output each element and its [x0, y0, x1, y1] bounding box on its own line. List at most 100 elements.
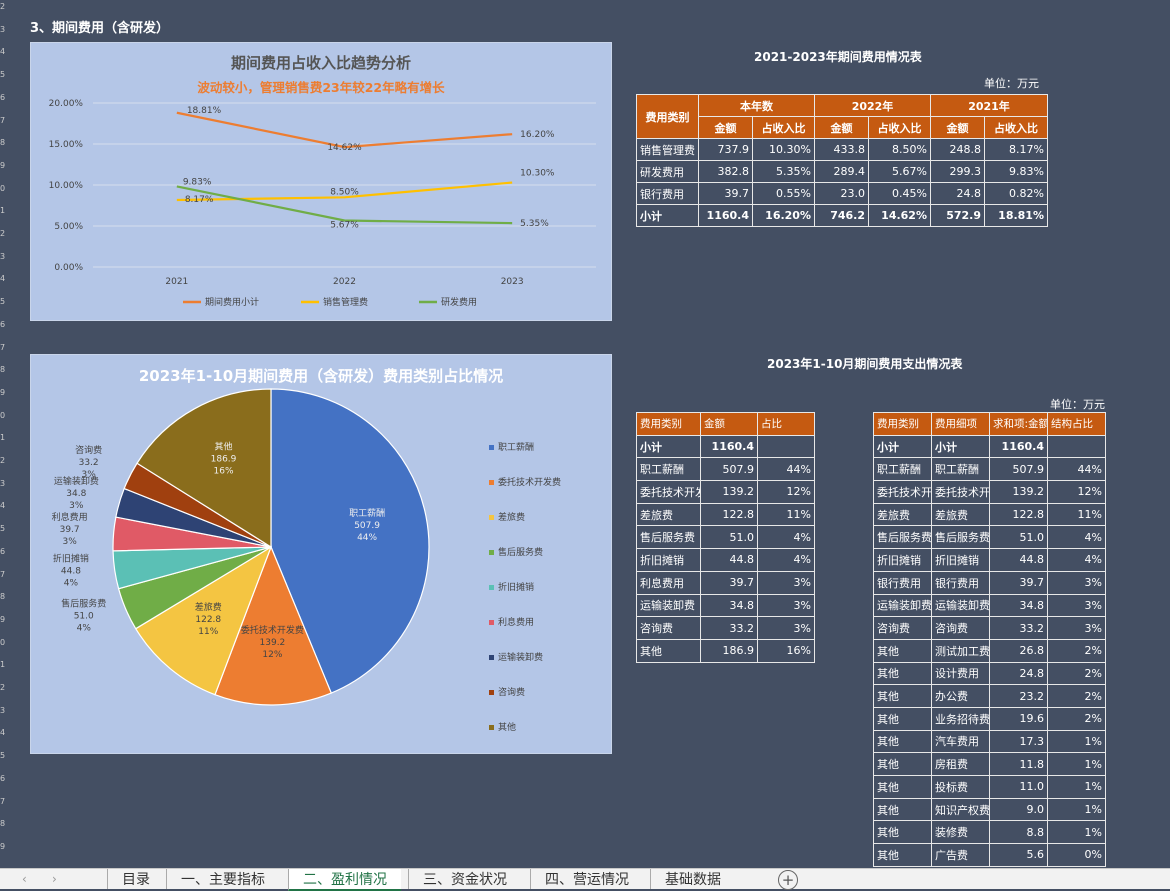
t3-body-cell[interactable]: 44.8 [989, 548, 1048, 572]
t2-body-cell[interactable]: 39.7 [700, 570, 758, 595]
t3-body-cell[interactable]: 3% [1047, 570, 1106, 595]
pie-slice[interactable] [214, 545, 333, 706]
t3-body-cell[interactable]: 办公费 [931, 684, 990, 708]
row-number[interactable]: 6 [0, 92, 6, 102]
t2-body-cell[interactable]: 3% [757, 616, 815, 640]
row-number[interactable]: 2 [0, 2, 6, 11]
t2-body-cell[interactable]: 咨询费 [636, 616, 701, 640]
t2-body-cell[interactable]: 16% [757, 638, 815, 663]
t3-body-cell[interactable]: 11% [1047, 502, 1106, 527]
pie-slice[interactable] [136, 388, 272, 549]
t1-value-cell[interactable]: 8.50% [868, 138, 931, 161]
row-number[interactable]: 5 [0, 70, 6, 80]
t1-value-cell[interactable]: 10.30% [752, 138, 815, 161]
t3-body-cell[interactable]: 26.8 [989, 638, 1048, 663]
t2-body-cell[interactable]: 4% [757, 548, 815, 572]
t2-header[interactable]: 金额 [700, 412, 758, 436]
series-line[interactable] [176, 185, 513, 225]
t3-body-cell[interactable]: 售后服务费 [873, 525, 932, 550]
t3-body-cell[interactable]: 差旅费 [873, 502, 932, 527]
t3-body-cell[interactable]: 房租费 [931, 752, 990, 776]
sheet-tab[interactable]: 四、营运情况 [530, 869, 643, 889]
t1-subheader-amount[interactable]: 金额 [814, 116, 869, 139]
t1-value-cell[interactable]: 382.8 [698, 160, 753, 183]
sheet-tab[interactable]: 三、资金状况 [408, 869, 521, 889]
t3-body-cell[interactable]: 5.6 [989, 843, 1048, 867]
t3-body-cell[interactable]: 委托技术开发费 [873, 480, 932, 504]
t3-body-cell[interactable]: 2% [1047, 684, 1106, 708]
t2-body-cell[interactable]: 3% [757, 593, 815, 618]
t3-body-cell[interactable]: 0% [1047, 843, 1106, 867]
t3-body-cell[interactable]: 12% [1047, 480, 1106, 504]
t1-subheader-ratio[interactable]: 占收入比 [868, 116, 931, 139]
t3-body-cell[interactable]: 其他 [873, 638, 932, 663]
sheet-tab[interactable]: 二、盈利情况 [288, 869, 401, 891]
t1-value-cell[interactable]: 16.20% [752, 204, 815, 227]
row-number[interactable]: 0 [0, 410, 6, 420]
t1-subheader-ratio[interactable]: 占收入比 [984, 116, 1048, 139]
t1-header-group-2021[interactable]: 2021年 [930, 94, 1048, 117]
t2-body-cell[interactable]: 34.8 [700, 593, 758, 618]
row-number[interactable]: 1 [0, 206, 6, 216]
t3-body-cell[interactable]: 4% [1047, 548, 1106, 572]
row-number[interactable]: 8 [0, 365, 6, 375]
t3-body-cell[interactable]: 广告费 [931, 843, 990, 867]
row-number[interactable]: 3 [0, 251, 6, 261]
t1-category-cell[interactable]: 银行费用 [636, 182, 699, 205]
t3-body-cell[interactable]: 折旧摊销 [873, 548, 932, 572]
t3-body-cell[interactable]: 1% [1047, 820, 1106, 845]
row-number[interactable]: 4 [0, 47, 6, 57]
t3-body-cell[interactable] [1047, 434, 1106, 459]
sheet-tab[interactable]: 一、主要指标 [166, 869, 279, 889]
t2-body-cell[interactable]: 51.0 [700, 525, 758, 550]
t2-body-cell[interactable]: 122.8 [700, 502, 758, 527]
t1-value-cell[interactable]: 0.45% [868, 182, 931, 205]
row-number[interactable]: 3 [0, 24, 6, 34]
tab-scroll-right-icon[interactable]: › [52, 872, 57, 886]
t3-body-cell[interactable]: 1% [1047, 797, 1106, 822]
t1-header-category[interactable]: 费用类别 [636, 94, 699, 139]
t2-body-cell[interactable]: 职工薪酬 [636, 457, 701, 482]
t1-subheader-ratio[interactable]: 占收入比 [752, 116, 815, 139]
row-number[interactable]: 1 [0, 660, 6, 670]
t1-value-cell[interactable]: 737.9 [698, 138, 753, 161]
t3-body-cell[interactable]: 其他 [873, 797, 932, 822]
row-number[interactable]: 6 [0, 319, 6, 329]
t3-header[interactable]: 费用类别 [873, 412, 932, 436]
t3-body-cell[interactable]: 17.3 [989, 729, 1048, 754]
row-number[interactable]: 2 [0, 229, 6, 238]
t3-body-cell[interactable]: 业务招待费 [931, 706, 990, 731]
row-number[interactable]: 2 [0, 456, 6, 465]
t3-body-cell[interactable]: 3% [1047, 616, 1106, 640]
sheet-tab[interactable]: 基础数据 [650, 869, 735, 889]
t3-body-cell[interactable]: 39.7 [989, 570, 1048, 595]
pie-slice[interactable] [270, 388, 430, 694]
t2-body-cell[interactable]: 售后服务费 [636, 525, 701, 550]
row-number[interactable]: 5 [0, 524, 6, 534]
t3-body-cell[interactable]: 44% [1047, 457, 1106, 482]
t1-value-cell[interactable]: 8.17% [984, 138, 1048, 161]
t1-value-cell[interactable]: 5.35% [752, 160, 815, 183]
t3-body-cell[interactable]: 银行费用 [873, 570, 932, 595]
row-number[interactable]: 5 [0, 297, 6, 307]
row-number[interactable]: 0 [0, 637, 6, 647]
row-number[interactable]: 3 [0, 705, 6, 715]
t3-body-cell[interactable]: 4% [1047, 525, 1106, 550]
t3-body-cell[interactable]: 51.0 [989, 525, 1048, 550]
t3-body-cell[interactable]: 2% [1047, 706, 1106, 731]
t1-value-cell[interactable]: 248.8 [930, 138, 985, 161]
t1-value-cell[interactable]: 14.62% [868, 204, 931, 227]
row-number[interactable]: 4 [0, 274, 6, 284]
row-number[interactable]: 8 [0, 138, 6, 148]
t1-value-cell[interactable]: 289.4 [814, 160, 869, 183]
category-pie-chart[interactable]: 2023年1-10月期间费用（含研发）费用类别占比情况 职工薪酬 507.9 44%… [30, 354, 612, 754]
t2-body-cell[interactable]: 3% [757, 570, 815, 595]
t3-body-cell[interactable]: 职工薪酬 [931, 457, 990, 482]
t1-value-cell[interactable]: 0.82% [984, 182, 1048, 205]
t3-body-cell[interactable]: 11.8 [989, 752, 1048, 776]
t3-body-cell[interactable]: 投标费 [931, 775, 990, 799]
t2-body-cell[interactable] [757, 434, 815, 459]
row-number[interactable]: 9 [0, 160, 6, 170]
t1-value-cell[interactable]: 18.81% [984, 204, 1048, 227]
t3-body-cell[interactable]: 职工薪酬 [873, 457, 932, 482]
